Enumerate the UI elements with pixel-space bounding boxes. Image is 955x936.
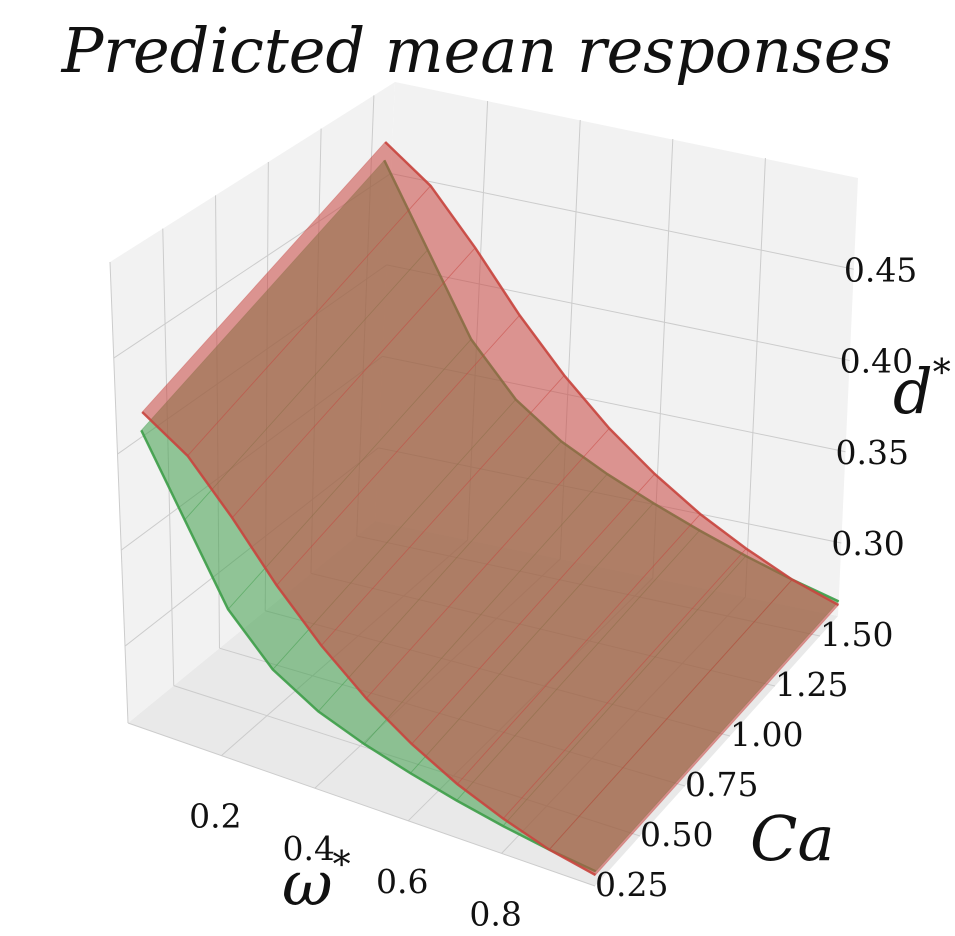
surface-edge [140,429,597,873]
y-tick-label: 0.50 [640,815,713,854]
z-tick-label: 0.40 [840,342,913,381]
z-tick-label: 0.35 [836,433,909,472]
y-axis-label: Ca [750,802,834,875]
tick-labels: 0.2 0.4 0.6 0.8 0.25 0.50 0.75 1.00 1.25 1.50 0.30… [189,250,917,933]
x-tick-label: 0.6 [376,862,428,901]
y-tick-label: 0.75 [685,765,758,804]
x-tick-label: 0.8 [469,894,521,931]
z-tick-label: 0.45 [844,250,917,289]
y-tick-label: 0.25 [595,865,668,904]
y-tick-label: 1.25 [775,665,848,704]
grid-line-y-floor [127,722,596,887]
x-tick-label: 0.4 [283,829,335,868]
surface-edge [141,411,597,877]
surface-edge [384,141,840,607]
z-axis-label: d* [893,353,951,428]
chart-title: Predicted mean responses [61,14,893,87]
y-tick-label: 1.00 [730,715,803,754]
x-tick-label: 0.2 [189,797,241,836]
grid-line-z-back [390,172,854,270]
surfaces [140,141,840,877]
y-tick-label: 1.50 [820,615,893,654]
x-axis-label: ω* [282,845,351,920]
z-tick-label: 0.30 [831,524,904,563]
